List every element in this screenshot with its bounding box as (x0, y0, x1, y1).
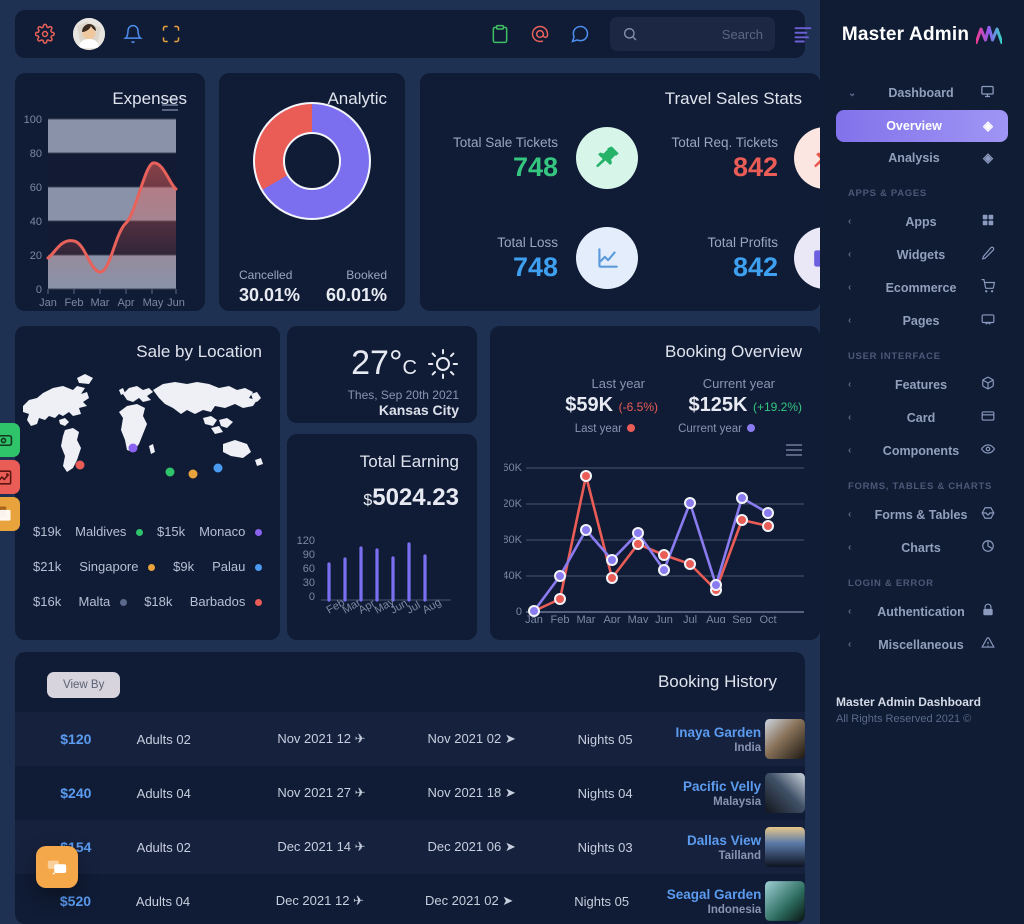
svg-text:60: 60 (30, 182, 42, 194)
svg-text:120: 120 (297, 535, 315, 547)
svg-text:May: May (628, 614, 649, 623)
svg-text:40: 40 (30, 216, 42, 228)
svg-text:Jul: Jul (683, 614, 697, 623)
svg-text:Jan: Jan (39, 297, 57, 309)
svg-text:20: 20 (30, 250, 42, 262)
svg-text:80K: 80K (504, 534, 523, 546)
svg-text:Oct: Oct (759, 614, 776, 623)
svg-text:Aug: Aug (706, 614, 726, 623)
svg-text:Jun: Jun (655, 614, 673, 623)
svg-text:0: 0 (516, 606, 522, 618)
svg-text:Apr: Apr (117, 297, 134, 309)
svg-text:0: 0 (36, 284, 42, 296)
svg-text:40K: 40K (504, 570, 523, 582)
svg-text:100: 100 (24, 114, 42, 126)
svg-text:Feb: Feb (65, 297, 84, 309)
svg-text:160K: 160K (504, 462, 523, 474)
svg-text:0: 0 (309, 591, 315, 603)
svg-text:Mar: Mar (91, 297, 110, 309)
svg-text:Feb: Feb (551, 614, 570, 623)
svg-text:Mar: Mar (577, 614, 596, 623)
svg-text:90: 90 (303, 549, 315, 561)
svg-text:Jun: Jun (167, 297, 185, 309)
svg-text:80: 80 (30, 148, 42, 160)
svg-text:Jul: Jul (405, 599, 423, 616)
svg-text:60: 60 (303, 563, 315, 575)
svg-text:Sep: Sep (732, 614, 752, 623)
svg-text:May: May (143, 297, 164, 309)
svg-text:120K: 120K (504, 498, 523, 510)
svg-text:Apr: Apr (603, 614, 620, 623)
svg-text:30: 30 (303, 577, 315, 589)
